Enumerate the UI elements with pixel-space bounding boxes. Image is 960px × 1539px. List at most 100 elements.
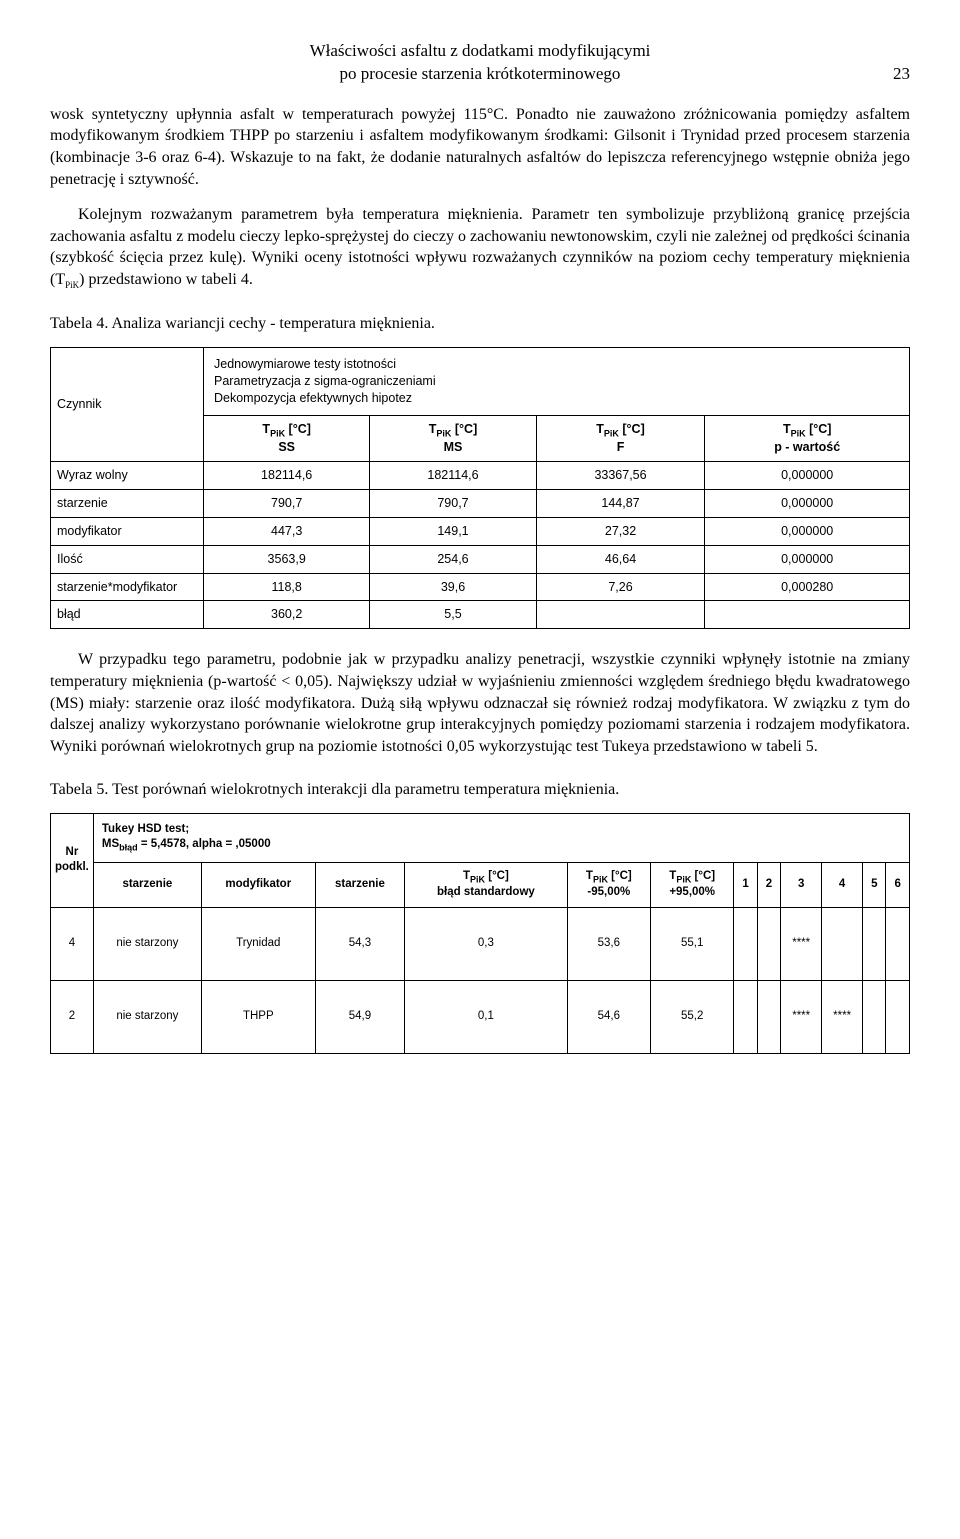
table-cell: 790,7 <box>204 489 370 517</box>
table4-caption: Tabela 4. Analiza wariancji cechy - temp… <box>50 313 910 335</box>
para2-part-b: ) przedstawiono w tabeli 4. <box>79 271 253 288</box>
table-row: modyfikator447,3149,127,320,000000 <box>51 517 910 545</box>
table-cell: 118,8 <box>204 573 370 601</box>
table5: Nr podkl. Tukey HSD test; MSbłąd = 5,457… <box>50 813 910 1054</box>
table-cell: 4 <box>51 907 94 980</box>
t5-tukey-head: Tukey HSD test; MSbłąd = 5,4578, alpha =… <box>93 813 909 862</box>
table-cell: 144,87 <box>536 489 705 517</box>
table-cell: nie starzony <box>93 980 201 1053</box>
table-cell: **** <box>781 907 822 980</box>
table-cell <box>734 980 757 1053</box>
table4-subtitle: Jednowymiarowe testy istotności Parametr… <box>204 347 910 415</box>
table-cell <box>886 907 910 980</box>
t5-h-starzenie: starzenie <box>93 862 201 907</box>
table-cell: 53,6 <box>567 907 650 980</box>
table-cell: modyfikator <box>51 517 204 545</box>
para2-subscript: PiK <box>65 280 79 290</box>
table-cell: 33367,56 <box>536 462 705 490</box>
header-title: Właściwości asfaltu z dodatkami modyfiku… <box>310 40 651 86</box>
table-cell <box>705 601 910 629</box>
t5-h-p95: TPiK [°C] +95,00% <box>651 862 734 907</box>
table-cell: 0,1 <box>405 980 567 1053</box>
table-cell <box>734 907 757 980</box>
table-cell: 182114,6 <box>370 462 536 490</box>
t5-h2: 2 <box>757 862 780 907</box>
table-cell <box>886 980 910 1053</box>
table-row: 2nie starzonyTHPP54,90,154,655,2 ******** <box>51 980 910 1053</box>
paragraph-1: wosk syntetyczny upłynnia asfalt w tempe… <box>50 104 910 190</box>
running-header: Właściwości asfaltu z dodatkami modyfiku… <box>50 40 910 86</box>
table-row: starzenie790,7790,7144,870,000000 <box>51 489 910 517</box>
table-cell <box>863 980 886 1053</box>
table4: Czynnik Jednowymiarowe testy istotności … <box>50 347 910 629</box>
table-cell: 2 <box>51 980 94 1053</box>
page-number: 23 <box>893 63 910 86</box>
header-line2: po procesie starzenia krótkoterminowego <box>340 64 621 83</box>
table-cell: THPP <box>201 980 315 1053</box>
table-cell: 447,3 <box>204 517 370 545</box>
table-cell <box>757 907 780 980</box>
table-cell <box>757 980 780 1053</box>
t5-h-blad: TPiK [°C] błąd standardowy <box>405 862 567 907</box>
table-cell: 0,000000 <box>705 545 910 573</box>
table-row: błąd360,25,5 <box>51 601 910 629</box>
table-cell <box>822 907 863 980</box>
t5-h-starzenie2: starzenie <box>315 862 405 907</box>
table-cell: 55,2 <box>651 980 734 1053</box>
table-cell: 149,1 <box>370 517 536 545</box>
t5-h-m95: TPiK [°C] -95,00% <box>567 862 650 907</box>
table-row: 4nie starzonyTrynidad54,30,353,655,1 **** <box>51 907 910 980</box>
table-cell: 27,32 <box>536 517 705 545</box>
t4-col-f: TPiK [°C] F <box>536 415 705 462</box>
t5-h5: 5 <box>863 862 886 907</box>
t5-h-modyfikator: modyfikator <box>201 862 315 907</box>
table-row: Ilość3563,9254,646,640,000000 <box>51 545 910 573</box>
table-row: Wyraz wolny182114,6182114,633367,560,000… <box>51 462 910 490</box>
table-cell: **** <box>822 980 863 1053</box>
table-cell: błąd <box>51 601 204 629</box>
table-row: starzenie*modyfikator118,839,67,260,0002… <box>51 573 910 601</box>
table-cell: 3563,9 <box>204 545 370 573</box>
t4-col-ms: TPiK [°C] MS <box>370 415 536 462</box>
table-cell: 55,1 <box>651 907 734 980</box>
table-cell: Ilość <box>51 545 204 573</box>
paragraph-3: W przypadku tego parametru, podobnie jak… <box>50 649 910 757</box>
paragraph-2: Kolejnym rozważanym parametrem była temp… <box>50 204 910 291</box>
table-cell: 5,5 <box>370 601 536 629</box>
table-cell <box>536 601 705 629</box>
t4-sub-l2: Parametryzacja z sigma-ograniczeniami <box>214 374 436 388</box>
table-cell: 790,7 <box>370 489 536 517</box>
header-line1: Właściwości asfaltu z dodatkami modyfiku… <box>310 41 651 60</box>
table-cell: 54,6 <box>567 980 650 1053</box>
table-cell: 39,6 <box>370 573 536 601</box>
table-cell: 54,9 <box>315 980 405 1053</box>
t5-rowhead: Nr podkl. <box>51 813 94 907</box>
table-cell: 46,64 <box>536 545 705 573</box>
table-cell: 0,000280 <box>705 573 910 601</box>
t5-h3: 3 <box>781 862 822 907</box>
table-cell: 254,6 <box>370 545 536 573</box>
table-cell: 7,26 <box>536 573 705 601</box>
table-cell: starzenie <box>51 489 204 517</box>
table-cell: 0,000000 <box>705 462 910 490</box>
table-cell: 182114,6 <box>204 462 370 490</box>
t5-h4: 4 <box>822 862 863 907</box>
t4-col-ss: TPiK [°C] SS <box>204 415 370 462</box>
table-cell: 0,000000 <box>705 489 910 517</box>
table-cell: **** <box>781 980 822 1053</box>
t5-h6: 6 <box>886 862 910 907</box>
table-cell: 54,3 <box>315 907 405 980</box>
table4-corner: Czynnik <box>51 347 204 461</box>
table-cell: 0,3 <box>405 907 567 980</box>
table-cell: Wyraz wolny <box>51 462 204 490</box>
table-cell: starzenie*modyfikator <box>51 573 204 601</box>
table-cell <box>863 907 886 980</box>
t5-h1: 1 <box>734 862 757 907</box>
table-cell: Trynidad <box>201 907 315 980</box>
table-cell: 360,2 <box>204 601 370 629</box>
t4-col-p: TPiK [°C] p - wartość <box>705 415 910 462</box>
t4-sub-l3: Dekompozycja efektywnych hipotez <box>214 391 412 405</box>
table-cell: 0,000000 <box>705 517 910 545</box>
table-cell: nie starzony <box>93 907 201 980</box>
table5-caption: Tabela 5. Test porównań wielokrotnych in… <box>50 779 910 801</box>
